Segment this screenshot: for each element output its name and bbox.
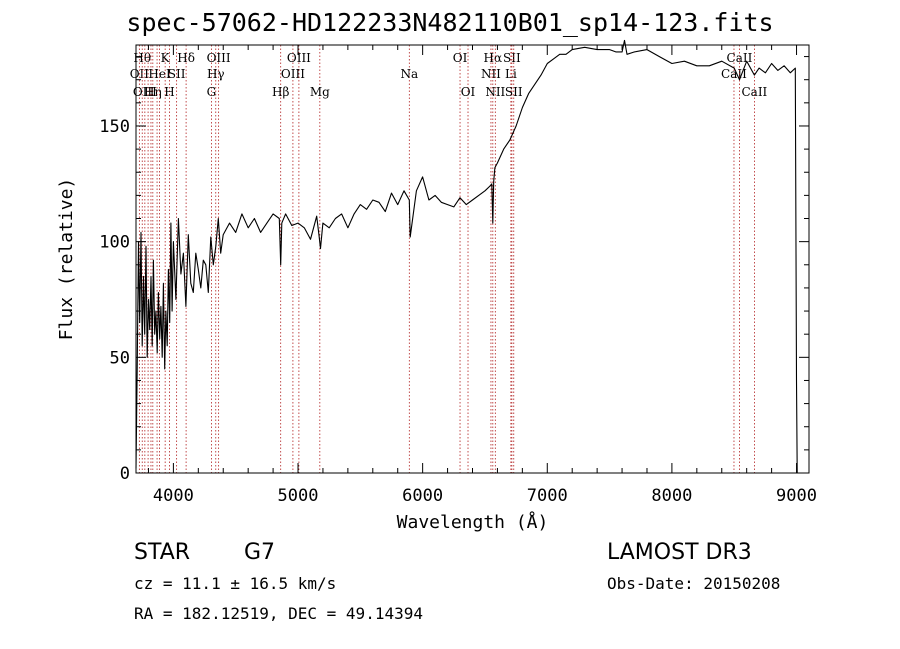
y-axis-label: Flux (relative) [56, 178, 77, 341]
spectral-line-label: OI [453, 51, 468, 65]
object-class: STAR [134, 540, 191, 565]
spectral-line-label: H [164, 85, 174, 99]
spectral-line-label: NII [485, 85, 505, 99]
x-tick-label: 4000 [153, 486, 194, 506]
x-tick-label: 9000 [776, 486, 817, 506]
x-axis-label: Wavelength (Å) [397, 511, 549, 533]
spectrum-flux-line [135, 39, 798, 474]
spectral-line-label: Hδ [177, 51, 195, 65]
spectral-line-label: Li [505, 67, 517, 81]
spectral-line-label: OIII [207, 51, 231, 65]
object-subclass: G7 [244, 540, 276, 565]
x-tick-label: 6000 [402, 486, 443, 506]
redshift-cz: cz = 11.1 ± 16.5 km/s [134, 574, 337, 593]
spectral-line-label: Hθ [133, 51, 151, 65]
survey-name: LAMOST DR3 [607, 540, 752, 565]
y-tick-label: 150 [99, 117, 130, 137]
spectral-line-label: OIII [281, 67, 305, 81]
spectral-line-label: Mg [310, 85, 330, 99]
spectral-line-label: OIII [287, 51, 311, 65]
spectral-line-label: SII [503, 51, 521, 65]
chart-title: spec-57062-HD122233N482110B01_sp14-123.f… [126, 8, 774, 37]
x-tick-label: 8000 [651, 486, 692, 506]
y-tick-label: 50 [110, 348, 130, 368]
plot-frame [135, 44, 810, 474]
y-tick-label: 0 [120, 464, 130, 484]
spectral-line-label: CaII [727, 51, 753, 65]
spectral-line-label: K [161, 51, 171, 65]
spectral-line-label: Hγ [207, 67, 225, 81]
spectral-line-label: CaII [741, 85, 767, 99]
x-tick-label: 7000 [527, 486, 568, 506]
spectral-line-label: Hβ [272, 85, 289, 99]
spectral-line-label: SII [168, 67, 186, 81]
spectral-line-label: SII [505, 85, 523, 99]
ra-dec-coordinates: RA = 182.12519, DEC = 49.14394 [134, 604, 423, 623]
spectral-line-label: OI [461, 85, 476, 99]
spectral-line-label: Na [400, 67, 418, 81]
y-tick-label: 100 [99, 233, 130, 253]
spectral-line-label: OII [130, 67, 150, 81]
spectral-line-label: NII [481, 67, 501, 81]
spectral-line-label: G [207, 85, 217, 99]
spectral-line-label: Hη [144, 85, 162, 99]
spectral-line-label: Hα [484, 51, 503, 65]
x-tick-label: 5000 [278, 486, 319, 506]
observation-date: Obs-Date: 20150208 [607, 574, 781, 593]
